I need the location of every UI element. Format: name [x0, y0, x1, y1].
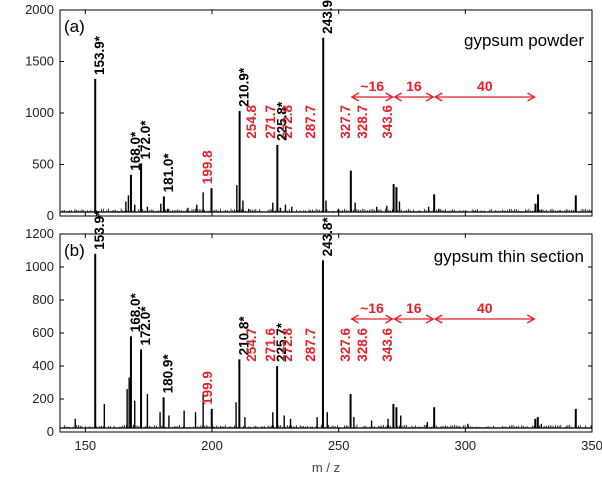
peak-label: 327.7	[338, 105, 353, 139]
x-tick-label: 250	[328, 438, 350, 453]
sample-name: gypsum powder	[464, 31, 584, 50]
x-tick-label: 300	[454, 438, 476, 453]
peak-label: 153.9*	[92, 35, 107, 75]
peak-label: 168.0*	[128, 293, 143, 333]
x-axis-label: m / z	[312, 460, 340, 475]
y-tick-label: 600	[32, 325, 54, 340]
x-tick-label: 200	[201, 438, 223, 453]
y-tick-label: 0	[47, 424, 54, 439]
peak-label: 272.8	[280, 328, 295, 362]
y-tick-label: 1200	[25, 226, 54, 241]
peak-label: 343.6	[380, 328, 395, 362]
delta-arrow-head-left	[393, 314, 402, 324]
peak-label: 210.9*	[237, 67, 252, 107]
peak-label: 254.7	[244, 328, 259, 362]
delta-arrow-head-right	[526, 314, 536, 324]
delta-arrow-head-right	[385, 314, 394, 324]
y-tick-label: 500	[32, 157, 54, 172]
peak-label: 225.7*	[274, 322, 289, 362]
y-tick-label: 1000	[25, 259, 54, 274]
y-tick-label: 400	[32, 358, 54, 373]
y-tick-label: 200	[32, 391, 54, 406]
peak-label: 327.6	[338, 328, 353, 362]
y-tick-label: 2000	[25, 2, 54, 17]
peak-label: 225.8*	[274, 101, 289, 141]
delta-arrow-head-right	[385, 92, 394, 102]
delta-arrow-head-right	[527, 92, 536, 102]
peak-label: 181.0*	[161, 153, 176, 193]
peak-label: 328.6	[355, 328, 370, 362]
spectrum-panel-a: 0 500 1000 1500 2000 (a) gypsum powder 153.9* 16…	[25, 0, 593, 223]
delta-arrow-head-left	[350, 92, 360, 102]
delta-arrow-head-right	[425, 92, 435, 102]
peak-label: 328.7	[355, 105, 370, 139]
delta-label: ~16	[360, 300, 384, 316]
y-tick-label: 800	[32, 292, 54, 307]
panel-tag: (b)	[64, 241, 85, 260]
delta-arrow-head-left	[433, 92, 443, 102]
y-tick-label: 1500	[25, 54, 54, 69]
delta-arrow-head-left	[393, 92, 402, 102]
x-tick-label: 150	[74, 438, 96, 453]
peak-label: 287.7	[303, 328, 318, 362]
peak-label: 243.9*	[320, 0, 335, 34]
peak-label: 343.6	[380, 105, 395, 139]
peak-label: 168.0*	[128, 131, 143, 171]
delta-label: 16	[406, 78, 422, 94]
delta-arrow-head-right	[425, 314, 435, 324]
peak-label: 199.9	[200, 371, 215, 405]
peak-label: 287.7	[303, 105, 318, 139]
peak-label: 243.8*	[320, 217, 335, 257]
panel-tag: (a)	[64, 17, 85, 36]
sample-name: gypsum thin section	[434, 247, 584, 266]
delta-arrow-head-left	[433, 314, 443, 324]
peak-label: 172.0*	[138, 120, 153, 160]
delta-label: ~16	[360, 78, 384, 94]
peak-label: 180.9*	[161, 354, 176, 394]
y-tick-label: 0	[47, 208, 54, 223]
peak-label: 199.8	[200, 150, 215, 184]
x-tick-label: 350	[581, 438, 602, 453]
delta-label: 16	[406, 300, 422, 316]
delta-arrow-head-left	[350, 314, 359, 324]
peak-label: 153.9*	[92, 210, 107, 250]
delta-label: 40	[477, 300, 493, 316]
peak-label: 254.8	[244, 105, 259, 139]
peak-label: 272.8	[280, 105, 295, 139]
peak-label: 172.0*	[138, 306, 153, 346]
delta-label: 40	[477, 78, 493, 94]
peak-label: 271.6	[263, 328, 278, 362]
peak-label: 210.8*	[236, 316, 251, 356]
y-tick-label: 1000	[25, 105, 54, 120]
peak-label: 271.7	[263, 105, 278, 139]
